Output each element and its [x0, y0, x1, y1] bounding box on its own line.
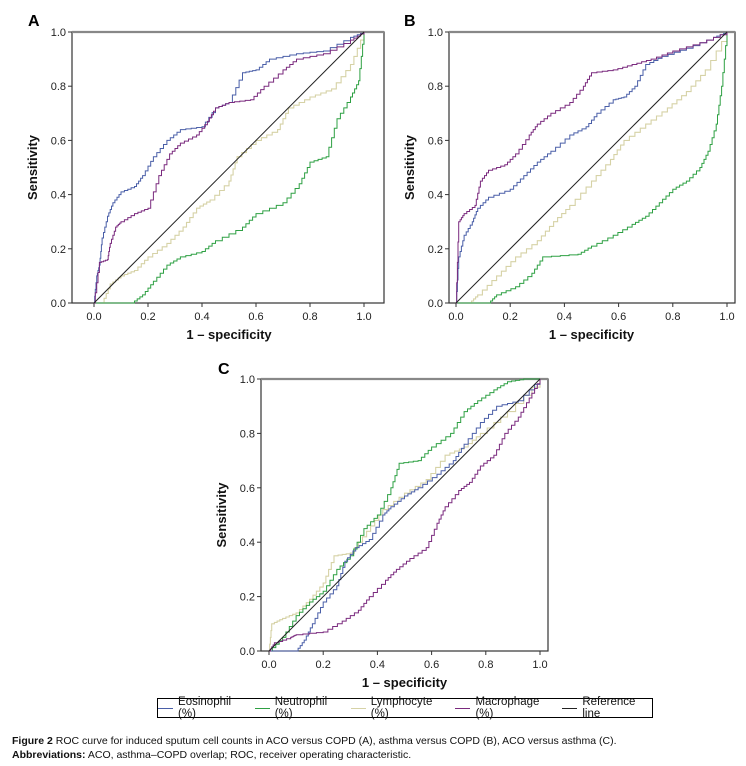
legend: Eosinophil (%) Neutrophil (%) Lymphocyte…: [157, 696, 653, 720]
series-line-neutrophil: [456, 32, 728, 304]
y-tick-label: 0.6: [51, 135, 66, 147]
series-line-eosinophil: [456, 32, 728, 304]
legend-swatch-reference: [562, 707, 578, 709]
series-line-reference-line: [93, 31, 365, 304]
series-line-macrophage: [269, 379, 541, 652]
series-line-lymphocyte: [456, 32, 728, 304]
series-line-lymphocyte: [94, 32, 365, 304]
panel-letter: A: [28, 13, 40, 30]
y-axis-title: Sensitivity: [214, 482, 229, 548]
x-tick-label: 0.6: [248, 311, 263, 323]
x-tick-label: 0.4: [557, 311, 572, 323]
abbreviations: Abbreviations: ACO, asthma–COPD overlap;…: [12, 749, 411, 761]
y-tick-label: 0.0: [428, 298, 443, 310]
x-tick-label: 0.8: [665, 311, 680, 323]
x-tick-label: 1.0: [532, 659, 547, 671]
y-tick-label: 0.2: [240, 592, 255, 604]
legend-label: Macrophage (%): [475, 696, 540, 720]
legend-swatch-neutrophil: [254, 707, 270, 709]
y-tick-label: 1.0: [240, 374, 255, 386]
caption-label: Figure 2: [12, 735, 53, 747]
caption-text: ROC curve for induced sputum cell counts…: [55, 735, 617, 747]
legend-item-reference: Reference line: [562, 696, 652, 720]
x-axis-title: 1 – specificity: [362, 675, 448, 690]
x-tick-label: 0.6: [611, 311, 626, 323]
panel-b: B 0.0 0.2 0.4 0.6 0.8 1.0 0.0 0.2 0.4 0.6 0.8 1.0 1 –…: [402, 13, 736, 342]
panel-c: C 0.0 0.2 0.4 0.6 0.8 1.0 0.0 0.2 0.4 0.6 0.8 1.0 1 –…: [214, 361, 549, 690]
x-axis-title: 1 – specificity: [186, 327, 272, 342]
y-tick-label: 0.8: [240, 428, 255, 440]
legend-swatch-macrophage: [455, 707, 471, 709]
legend-item-lymphocyte: Lymphocyte (%): [350, 696, 449, 720]
plot-frame: [71, 31, 385, 304]
legend-label: Neutrophil (%): [274, 696, 328, 720]
y-tick-label: 1.0: [428, 27, 443, 39]
figure-caption: Figure 2 ROC curve for induced sputum ce…: [12, 735, 617, 747]
y-tick-label: 1.0: [51, 27, 66, 39]
legend-item-eosinophil: Eosinophil (%): [158, 696, 248, 720]
legend-label: Eosinophil (%): [178, 696, 232, 720]
x-tick-label: 0.6: [424, 659, 439, 671]
series-line-eosinophil: [94, 32, 365, 304]
y-axis-title: Sensitivity: [402, 134, 417, 200]
x-tick-label: 1.0: [356, 311, 371, 323]
y-tick-label: 0.8: [428, 81, 443, 93]
x-tick-label: 0.8: [478, 659, 493, 671]
x-tick-label: 0.2: [140, 311, 155, 323]
y-tick-label: 0.0: [240, 646, 255, 658]
series-line-neutrophil: [269, 378, 540, 652]
x-tick-label: 1.0: [719, 311, 734, 323]
legend-label: Lymphocyte (%): [370, 696, 433, 720]
x-tick-label: 0.4: [194, 311, 209, 323]
panel-a: A 0.0 0.2 0.4 0.6 0.8 1.0 0.0 0.2 0.4 0.6 0.8 1.0 1 –…: [25, 13, 385, 342]
y-axis-title: Sensitivity: [25, 134, 40, 200]
series-line-macrophage: [94, 32, 365, 304]
legend-item-neutrophil: Neutrophil (%): [254, 696, 344, 720]
series-line-eosinophil: [269, 379, 541, 652]
x-tick-label: 0.4: [370, 659, 385, 671]
x-tick-label: 0.0: [86, 311, 101, 323]
series-line-lymphocyte: [269, 379, 541, 652]
y-tick-label: 0.4: [428, 190, 443, 202]
legend-swatch-eosinophil: [158, 707, 174, 709]
y-tick-label: 0.6: [428, 135, 443, 147]
legend-label: Reference line: [582, 696, 636, 720]
abbrev-text: ACO, asthma–COPD overlap; ROC, receiver …: [87, 749, 412, 761]
series-line-neutrophil: [94, 32, 365, 304]
x-tick-label: 0.0: [448, 311, 463, 323]
legend-swatch-lymphocyte: [350, 707, 366, 709]
x-tick-label: 0.8: [302, 311, 317, 323]
panel-letter: C: [218, 361, 230, 378]
y-tick-label: 0.2: [428, 244, 443, 256]
y-tick-label: 0.6: [240, 483, 255, 495]
y-tick-label: 0.2: [51, 244, 66, 256]
series-line-macrophage: [456, 32, 728, 304]
y-tick-label: 0.4: [240, 537, 255, 549]
y-tick-label: 0.0: [51, 298, 66, 310]
legend-item-macrophage: Macrophage (%): [455, 696, 555, 720]
x-tick-label: 0.0: [261, 659, 276, 671]
y-tick-label: 0.8: [51, 81, 66, 93]
x-tick-label: 0.2: [503, 311, 518, 323]
y-tick-label: 0.4: [51, 190, 66, 202]
abbrev-label: Abbreviations:: [12, 749, 86, 761]
panel-letter: B: [404, 13, 416, 30]
series-line-reference-line: [455, 31, 728, 304]
x-axis-title: 1 – specificity: [549, 327, 635, 342]
x-tick-label: 0.2: [316, 659, 331, 671]
series-line-reference-line: [268, 378, 541, 652]
